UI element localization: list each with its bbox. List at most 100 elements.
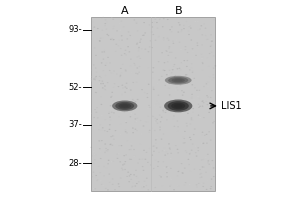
Circle shape bbox=[94, 154, 95, 155]
Circle shape bbox=[134, 122, 136, 123]
Circle shape bbox=[99, 56, 101, 57]
Circle shape bbox=[101, 140, 103, 141]
Text: 28-: 28- bbox=[68, 159, 82, 168]
Circle shape bbox=[212, 74, 214, 75]
Circle shape bbox=[167, 167, 169, 168]
Circle shape bbox=[95, 92, 97, 93]
Circle shape bbox=[190, 171, 191, 172]
Circle shape bbox=[147, 116, 149, 117]
Circle shape bbox=[206, 39, 208, 40]
Circle shape bbox=[160, 176, 162, 178]
Circle shape bbox=[153, 168, 154, 169]
Circle shape bbox=[175, 89, 177, 91]
Circle shape bbox=[134, 19, 135, 21]
Circle shape bbox=[177, 126, 179, 127]
Circle shape bbox=[181, 62, 182, 63]
Circle shape bbox=[155, 159, 157, 161]
Circle shape bbox=[155, 121, 157, 122]
Circle shape bbox=[191, 96, 193, 97]
Circle shape bbox=[95, 92, 97, 93]
Circle shape bbox=[199, 117, 201, 118]
Circle shape bbox=[104, 152, 106, 153]
Circle shape bbox=[166, 166, 167, 168]
Circle shape bbox=[138, 181, 140, 182]
Circle shape bbox=[133, 100, 135, 101]
Circle shape bbox=[184, 131, 186, 132]
Circle shape bbox=[154, 22, 156, 23]
Circle shape bbox=[92, 20, 94, 21]
Circle shape bbox=[138, 47, 140, 48]
Circle shape bbox=[207, 96, 209, 98]
Circle shape bbox=[176, 87, 178, 88]
Circle shape bbox=[211, 90, 213, 91]
Circle shape bbox=[190, 67, 192, 68]
Circle shape bbox=[102, 127, 104, 128]
Circle shape bbox=[156, 100, 158, 101]
Circle shape bbox=[192, 72, 194, 73]
Circle shape bbox=[103, 166, 105, 167]
Circle shape bbox=[155, 104, 157, 105]
Circle shape bbox=[161, 117, 163, 118]
Circle shape bbox=[164, 70, 166, 71]
Circle shape bbox=[100, 77, 102, 78]
Circle shape bbox=[137, 99, 138, 100]
Circle shape bbox=[160, 139, 162, 140]
Circle shape bbox=[154, 187, 156, 188]
Ellipse shape bbox=[174, 104, 182, 108]
Circle shape bbox=[183, 138, 185, 139]
Ellipse shape bbox=[165, 76, 192, 85]
Circle shape bbox=[90, 147, 92, 148]
Circle shape bbox=[205, 172, 207, 173]
Circle shape bbox=[161, 106, 163, 107]
Circle shape bbox=[203, 168, 205, 170]
Circle shape bbox=[130, 159, 132, 160]
Ellipse shape bbox=[172, 78, 185, 82]
Circle shape bbox=[106, 22, 107, 23]
Circle shape bbox=[206, 82, 208, 83]
Circle shape bbox=[158, 95, 159, 96]
Circle shape bbox=[166, 176, 168, 177]
Circle shape bbox=[107, 163, 109, 164]
Circle shape bbox=[154, 40, 156, 41]
Circle shape bbox=[201, 34, 203, 35]
Circle shape bbox=[121, 94, 123, 95]
Circle shape bbox=[207, 39, 209, 40]
Circle shape bbox=[143, 186, 145, 187]
Circle shape bbox=[201, 159, 203, 161]
Circle shape bbox=[119, 76, 121, 77]
Circle shape bbox=[102, 81, 103, 82]
Circle shape bbox=[148, 51, 149, 52]
Circle shape bbox=[111, 145, 113, 146]
Circle shape bbox=[111, 38, 113, 39]
Circle shape bbox=[203, 102, 205, 103]
Circle shape bbox=[94, 27, 95, 28]
Circle shape bbox=[202, 143, 204, 144]
Circle shape bbox=[130, 179, 132, 180]
Circle shape bbox=[202, 106, 204, 107]
Circle shape bbox=[124, 86, 126, 88]
Circle shape bbox=[210, 104, 212, 105]
Circle shape bbox=[93, 172, 94, 173]
Circle shape bbox=[144, 32, 146, 34]
Circle shape bbox=[208, 112, 210, 113]
Circle shape bbox=[202, 106, 203, 107]
Circle shape bbox=[164, 147, 166, 148]
Circle shape bbox=[207, 162, 209, 163]
Circle shape bbox=[180, 69, 182, 70]
Circle shape bbox=[202, 63, 204, 64]
Circle shape bbox=[91, 155, 93, 157]
Circle shape bbox=[130, 159, 132, 160]
Circle shape bbox=[141, 133, 143, 135]
Circle shape bbox=[173, 189, 175, 190]
Circle shape bbox=[201, 54, 203, 55]
Circle shape bbox=[110, 97, 112, 98]
Circle shape bbox=[186, 66, 188, 67]
Circle shape bbox=[93, 64, 94, 66]
Circle shape bbox=[168, 80, 170, 82]
Circle shape bbox=[94, 109, 96, 110]
Circle shape bbox=[206, 143, 208, 144]
Circle shape bbox=[134, 118, 136, 120]
Circle shape bbox=[162, 150, 164, 151]
Circle shape bbox=[188, 34, 190, 35]
Circle shape bbox=[98, 172, 99, 173]
